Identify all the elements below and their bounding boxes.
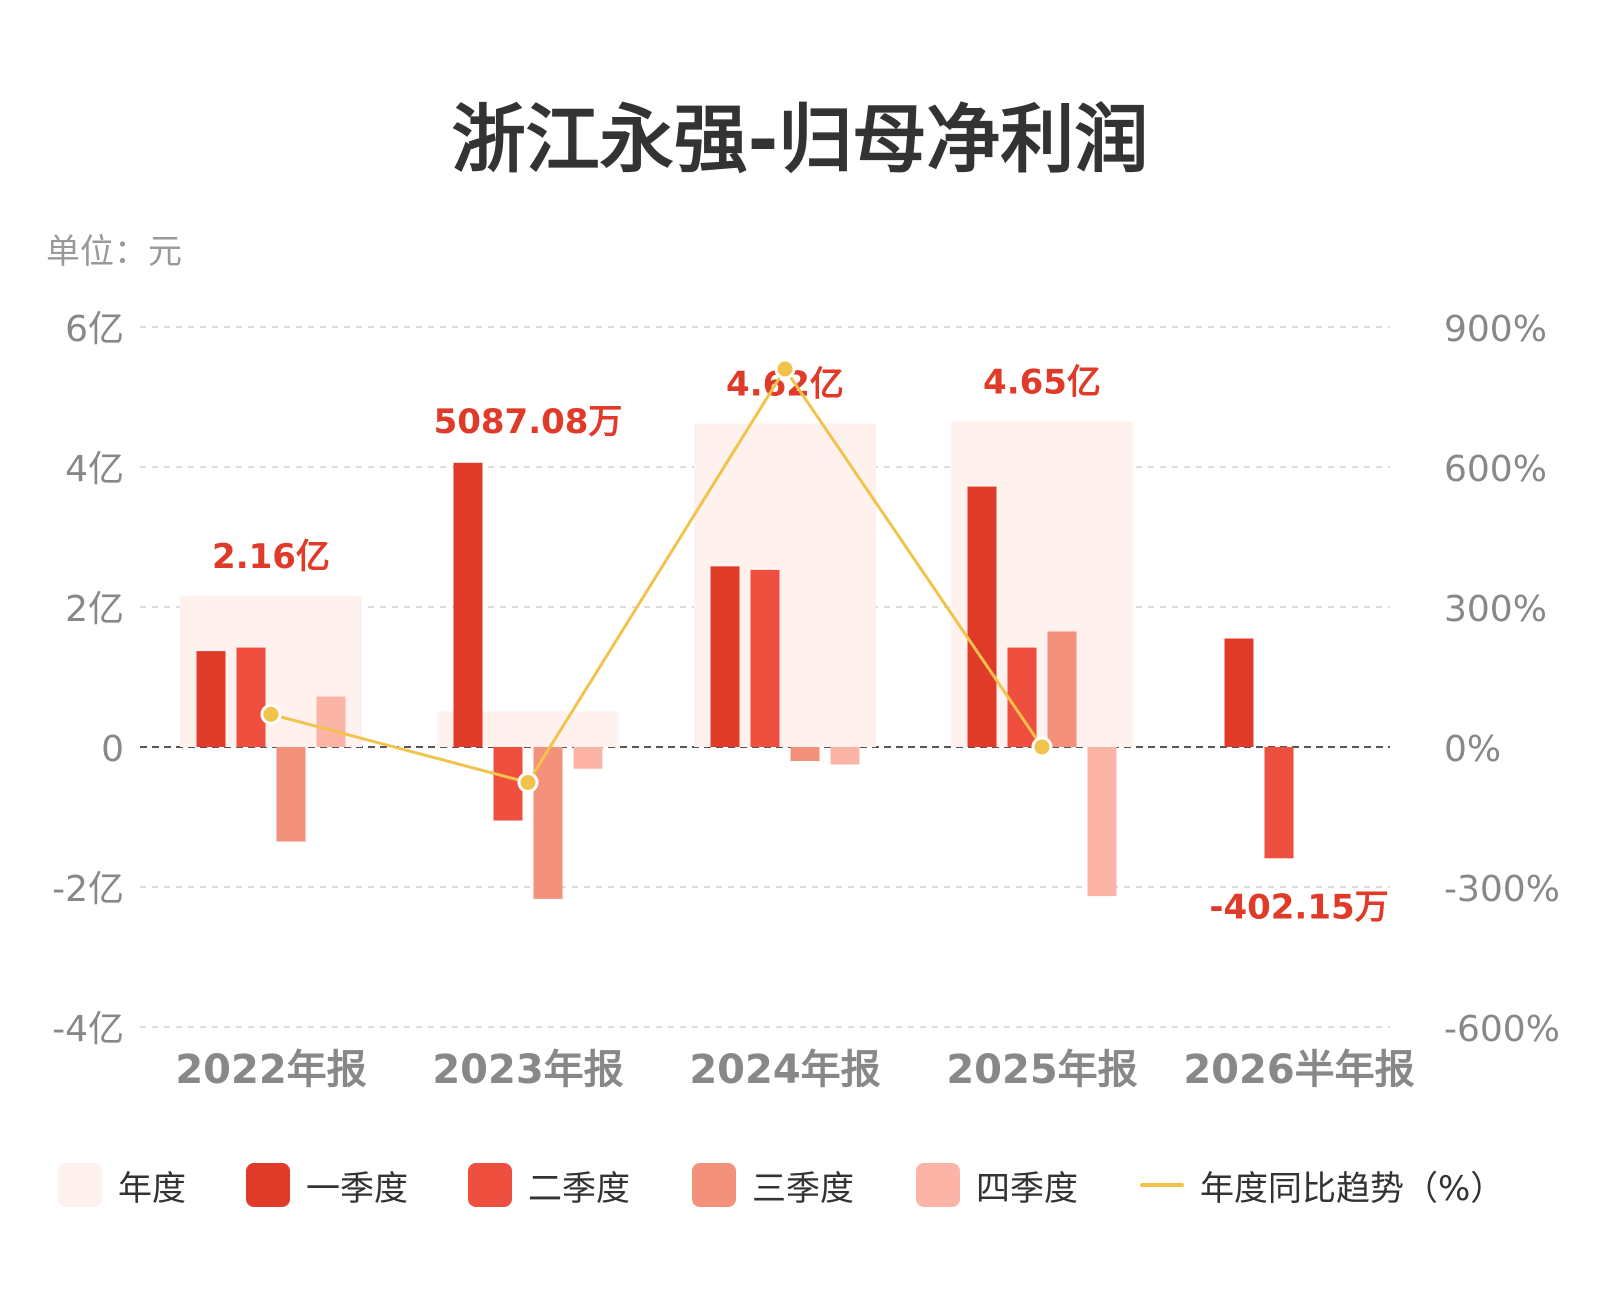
y-right-tick-label: 0% bbox=[1444, 729, 1501, 770]
quarter-bar-q1 bbox=[1224, 638, 1254, 747]
legend-item: 四季度 bbox=[916, 1155, 1078, 1215]
yoy-point bbox=[774, 358, 796, 380]
value-label: 4.65亿 bbox=[983, 363, 1101, 403]
y-right-tick-label: 900% bbox=[1444, 309, 1547, 350]
quarter-bar-q2 bbox=[236, 647, 266, 747]
value-label: 5087.08万 bbox=[434, 402, 623, 442]
quarter-bar-q3 bbox=[276, 747, 306, 842]
yoy-point bbox=[1031, 736, 1053, 758]
x-category-label: 2023年报 bbox=[432, 1047, 623, 1093]
y-left-tick-label: 2亿 bbox=[65, 589, 124, 630]
y-left-tick-label: 0 bbox=[101, 729, 124, 770]
x-category-label: 2024年报 bbox=[689, 1047, 880, 1093]
legend-swatch bbox=[246, 1163, 290, 1207]
legend-swatch bbox=[692, 1163, 736, 1207]
legend-swatch bbox=[58, 1163, 102, 1207]
x-category-label: 2026半年报 bbox=[1183, 1047, 1414, 1093]
legend-label: 四季度 bbox=[976, 1168, 1078, 1209]
legend-item: 年度同比趋势（%） bbox=[1140, 1155, 1504, 1215]
x-category-label: 2025年报 bbox=[946, 1047, 1137, 1093]
legend-swatch bbox=[916, 1163, 960, 1207]
legend-swatch bbox=[468, 1163, 512, 1207]
quarter-bar-q4 bbox=[1087, 747, 1117, 897]
legend-label: 年度同比趋势（%） bbox=[1200, 1168, 1505, 1209]
y-right-tick-label: -600% bbox=[1444, 1009, 1560, 1050]
quarter-bar-q2 bbox=[750, 569, 780, 747]
quarter-bar-q2 bbox=[1264, 747, 1294, 859]
y-left-tick-label: 6亿 bbox=[65, 309, 124, 350]
quarter-bar-q3 bbox=[790, 747, 820, 761]
legend-label: 一季度 bbox=[306, 1168, 408, 1209]
legend-label: 三季度 bbox=[752, 1168, 854, 1209]
chart-title: 浙江永强-归母净利润 bbox=[451, 97, 1149, 183]
y-left-tick-label: 4亿 bbox=[65, 449, 124, 490]
legend-item: 年度 bbox=[58, 1155, 186, 1215]
quarter-bar-q3 bbox=[1047, 631, 1077, 747]
x-category-label: 2022年报 bbox=[175, 1047, 366, 1093]
legend: 年度 一季度 二季度 三季度 四季度 年度同比趋势（%） bbox=[58, 1155, 1558, 1215]
y-left-tick-label: -4亿 bbox=[52, 1009, 124, 1050]
y-right-tick-label: -300% bbox=[1444, 869, 1560, 910]
y-left-tick-label: -2亿 bbox=[52, 869, 124, 910]
y-right-tick-label: 300% bbox=[1444, 589, 1547, 630]
yoy-point bbox=[517, 771, 539, 793]
quarter-bar-q1 bbox=[196, 651, 226, 747]
legend-label: 二季度 bbox=[528, 1168, 630, 1209]
quarter-bar-q1 bbox=[453, 462, 483, 747]
unit-label: 单位：元 bbox=[46, 232, 182, 272]
quarter-bar-q4 bbox=[316, 696, 346, 747]
quarter-bar-q4 bbox=[573, 747, 603, 769]
value-label: 2.16亿 bbox=[212, 537, 330, 577]
quarter-bar-q3 bbox=[533, 747, 563, 899]
y-right-tick-label: 600% bbox=[1444, 449, 1547, 490]
yoy-trend-line bbox=[270, 366, 1044, 785]
legend-label: 年度 bbox=[118, 1168, 186, 1209]
quarter-bar-q4 bbox=[830, 747, 860, 765]
quarter-bar-q1 bbox=[967, 486, 997, 747]
value-label: -402.15万 bbox=[1209, 887, 1388, 927]
legend-item: 二季度 bbox=[468, 1155, 630, 1215]
yoy-point bbox=[260, 703, 282, 725]
quarter-bar-q1 bbox=[710, 566, 740, 747]
legend-line-swatch bbox=[1140, 1183, 1184, 1187]
legend-item: 三季度 bbox=[692, 1155, 854, 1215]
legend-item: 一季度 bbox=[246, 1155, 408, 1215]
